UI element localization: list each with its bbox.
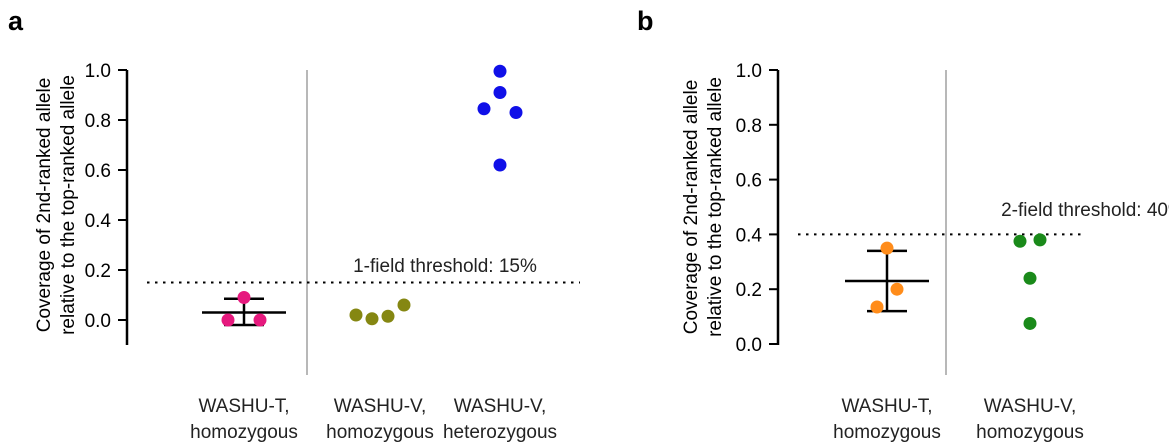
data-point [381,309,395,323]
y-tick-label: 0.6 [85,161,111,182]
category-label: homozygous [190,422,298,442]
threshold-label: 1-field threshold: 15% [353,256,537,277]
data-point [397,298,411,312]
data-point [509,106,523,119]
category-label: WASHU-V, [454,396,547,417]
data-point [870,300,884,314]
y-tick-label: 0.6 [736,171,762,192]
data-point [1023,271,1037,285]
data-point [477,102,491,116]
category-label: homozygous [326,422,434,442]
panel-label: b [637,6,654,36]
data-point [253,313,267,327]
category-label: WASHU-V, [334,396,427,417]
y-tick-label: 0.4 [85,211,112,232]
y-tick-label: 0.8 [736,116,762,137]
panel-label: a [8,6,24,36]
category-label: heterozygous [443,422,557,442]
category-label: WASHU-T, [841,396,932,417]
data-point [493,158,507,172]
y-axis-label: relative to the top-ranked allele [58,75,79,335]
data-point [493,86,507,99]
data-point [890,282,904,296]
data-point [221,313,235,327]
y-tick-label: 1.0 [736,61,762,82]
category-label: homozygous [976,422,1084,442]
y-tick-label: 1.0 [85,61,111,82]
category-label: homozygous [833,422,941,442]
data-point [1023,316,1037,330]
data-point [1033,233,1047,247]
y-tick-label: 0.2 [85,261,111,282]
y-axis-label: Coverage of 2nd-ranked allele [681,80,702,335]
y-tick-label: 0.2 [736,280,762,301]
threshold-label: 2-field threshold: 40% [1001,200,1169,221]
y-axis-label: relative to the top-ranked allele [705,77,726,337]
data-point [880,241,894,255]
data-point [365,312,379,326]
y-tick-label: 0.4 [736,225,763,246]
y-tick-label: 0.0 [85,311,111,332]
category-label: WASHU-T, [198,396,289,417]
data-point [237,291,251,304]
data-point [349,308,363,322]
y-tick-label: 0.0 [736,335,762,356]
category-label: WASHU-V, [984,396,1077,417]
data-point [493,64,507,78]
data-point [1013,234,1027,248]
y-tick-label: 0.8 [85,111,111,132]
y-axis-label: Coverage of 2nd-ranked allele [34,78,55,333]
